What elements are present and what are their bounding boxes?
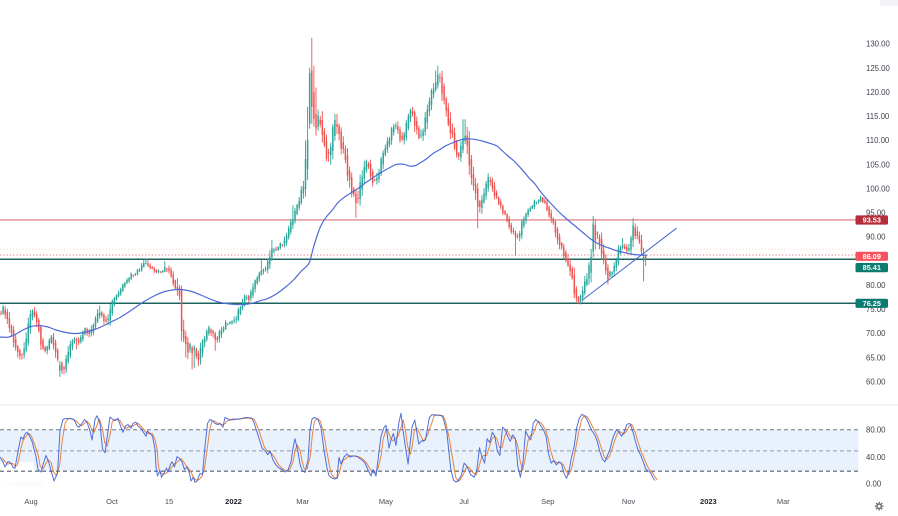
svg-text:Nov: Nov <box>622 497 636 506</box>
svg-text:120.00: 120.00 <box>866 88 891 97</box>
svg-text:Jul: Jul <box>459 497 469 506</box>
svg-text:Oct: Oct <box>106 497 119 506</box>
svg-text:0.00: 0.00 <box>866 480 882 489</box>
svg-text:40.00: 40.00 <box>866 453 886 462</box>
svg-text:Sep: Sep <box>541 497 554 506</box>
svg-text:105.00: 105.00 <box>866 160 891 169</box>
svg-text:130.00: 130.00 <box>866 40 891 49</box>
svg-text:80.00: 80.00 <box>866 425 886 434</box>
svg-text:76.25: 76.25 <box>863 299 881 308</box>
svg-text:86.09: 86.09 <box>863 252 881 261</box>
svg-text:Mar: Mar <box>777 497 790 506</box>
svg-text:2023: 2023 <box>700 497 717 506</box>
svg-text:60.00: 60.00 <box>866 377 886 386</box>
svg-text:80.00: 80.00 <box>866 281 886 290</box>
svg-text:Mar: Mar <box>296 497 309 506</box>
svg-text:65.00: 65.00 <box>866 353 886 362</box>
svg-text:15: 15 <box>165 497 173 506</box>
svg-text:115.00: 115.00 <box>866 112 890 121</box>
svg-text:95.00: 95.00 <box>866 209 886 218</box>
svg-text:2022: 2022 <box>225 497 242 506</box>
svg-text:125.00: 125.00 <box>866 64 891 73</box>
svg-text:93.53: 93.53 <box>863 216 881 225</box>
svg-text:May: May <box>379 497 393 506</box>
svg-text:Aug: Aug <box>24 497 37 506</box>
svg-text:TradingView: TradingView <box>6 481 42 488</box>
svg-text:90.00: 90.00 <box>866 233 886 242</box>
svg-text:85.41: 85.41 <box>863 263 881 272</box>
svg-text:100.00: 100.00 <box>866 184 891 193</box>
svg-text:70.00: 70.00 <box>866 329 886 338</box>
svg-text:110.00: 110.00 <box>866 136 890 145</box>
svg-text:75.00: 75.00 <box>866 305 886 314</box>
